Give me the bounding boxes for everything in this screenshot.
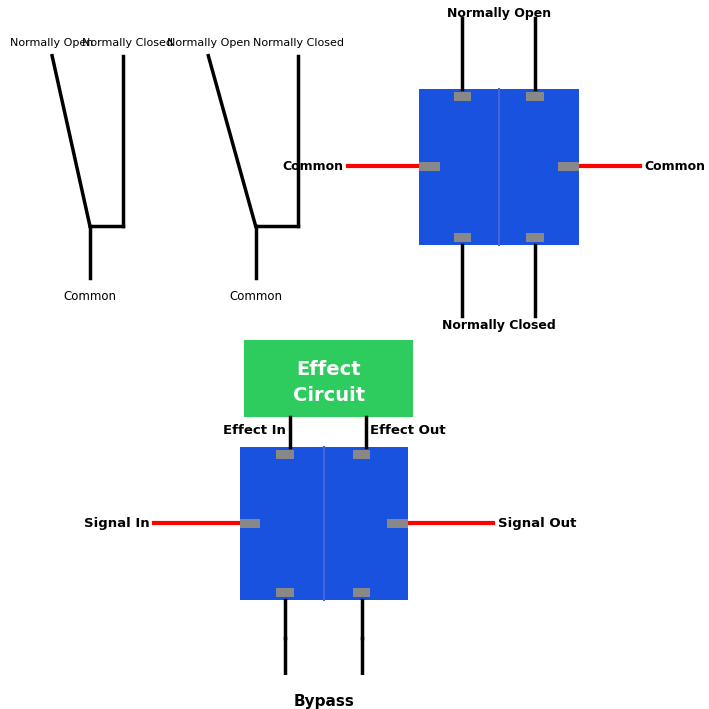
Text: Circuit: Circuit bbox=[293, 386, 364, 405]
Text: Normally Open: Normally Open bbox=[447, 6, 551, 20]
Bar bbox=[558, 162, 579, 172]
Text: Normally Closed: Normally Closed bbox=[442, 319, 556, 332]
Text: Normally Open: Normally Open bbox=[167, 38, 250, 48]
Text: Normally Closed: Normally Closed bbox=[82, 38, 173, 48]
Bar bbox=[353, 450, 370, 459]
Text: Common: Common bbox=[283, 160, 344, 173]
Bar bbox=[420, 89, 579, 245]
Text: Signal Out: Signal Out bbox=[498, 517, 576, 530]
Text: Common: Common bbox=[644, 160, 706, 173]
Text: Effect: Effect bbox=[296, 359, 361, 379]
Text: Signal In: Signal In bbox=[84, 517, 150, 530]
Bar bbox=[420, 162, 440, 172]
Text: Common: Common bbox=[63, 289, 116, 303]
Text: Effect In: Effect In bbox=[223, 424, 286, 437]
Text: Effect Out: Effect Out bbox=[370, 424, 446, 437]
Bar bbox=[240, 519, 260, 528]
Bar bbox=[387, 519, 408, 528]
Bar bbox=[527, 91, 544, 101]
Text: Normally Open: Normally Open bbox=[11, 38, 94, 48]
Bar bbox=[240, 447, 408, 600]
Bar bbox=[527, 233, 544, 242]
Bar bbox=[277, 450, 294, 459]
Text: Normally Closed: Normally Closed bbox=[253, 38, 344, 48]
Bar bbox=[277, 588, 294, 597]
Text: Bypass: Bypass bbox=[294, 694, 354, 709]
Bar bbox=[353, 588, 370, 597]
Bar bbox=[454, 91, 471, 101]
Bar bbox=[454, 233, 471, 242]
Text: Common: Common bbox=[229, 289, 282, 303]
Bar bbox=[245, 340, 413, 418]
